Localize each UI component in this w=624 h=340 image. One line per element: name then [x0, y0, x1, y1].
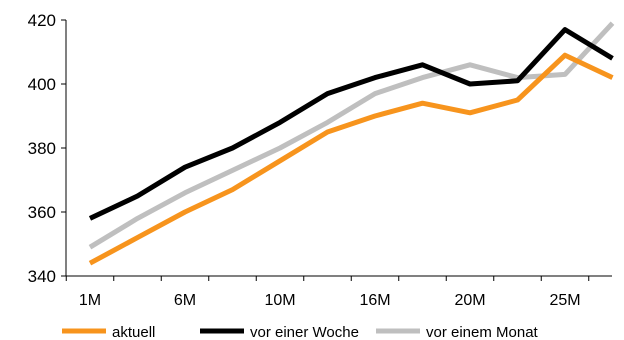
legend-label-3: vor einem Monat	[426, 324, 539, 340]
x-tick-label: 10M	[264, 292, 295, 309]
series-line-3	[88, 21, 615, 250]
y-tick-label: 400	[28, 75, 56, 94]
axes: 340 360 380 400 420 1M 6M 10M 16M 20M 25M	[28, 11, 612, 309]
series-lines	[88, 21, 615, 266]
legend-label-1: aktuell	[112, 324, 155, 340]
x-tick-label: 25M	[549, 292, 580, 309]
legend: aktuell vor einer Woche vor einem Monat	[62, 324, 539, 340]
x-tick-label: 16M	[359, 292, 390, 309]
y-tick-label: 340	[28, 267, 56, 286]
y-tick-label: 380	[28, 139, 56, 158]
x-tick-label: 1M	[79, 292, 101, 309]
legend-label-2: vor einer Woche	[250, 324, 359, 340]
y-tick-label: 360	[28, 203, 56, 222]
x-tick-label: 20M	[454, 292, 485, 309]
x-tick-label: 6M	[174, 292, 196, 309]
y-tick-label: 420	[28, 11, 56, 30]
series-line-2	[88, 27, 614, 221]
series-line-1	[88, 52, 614, 266]
